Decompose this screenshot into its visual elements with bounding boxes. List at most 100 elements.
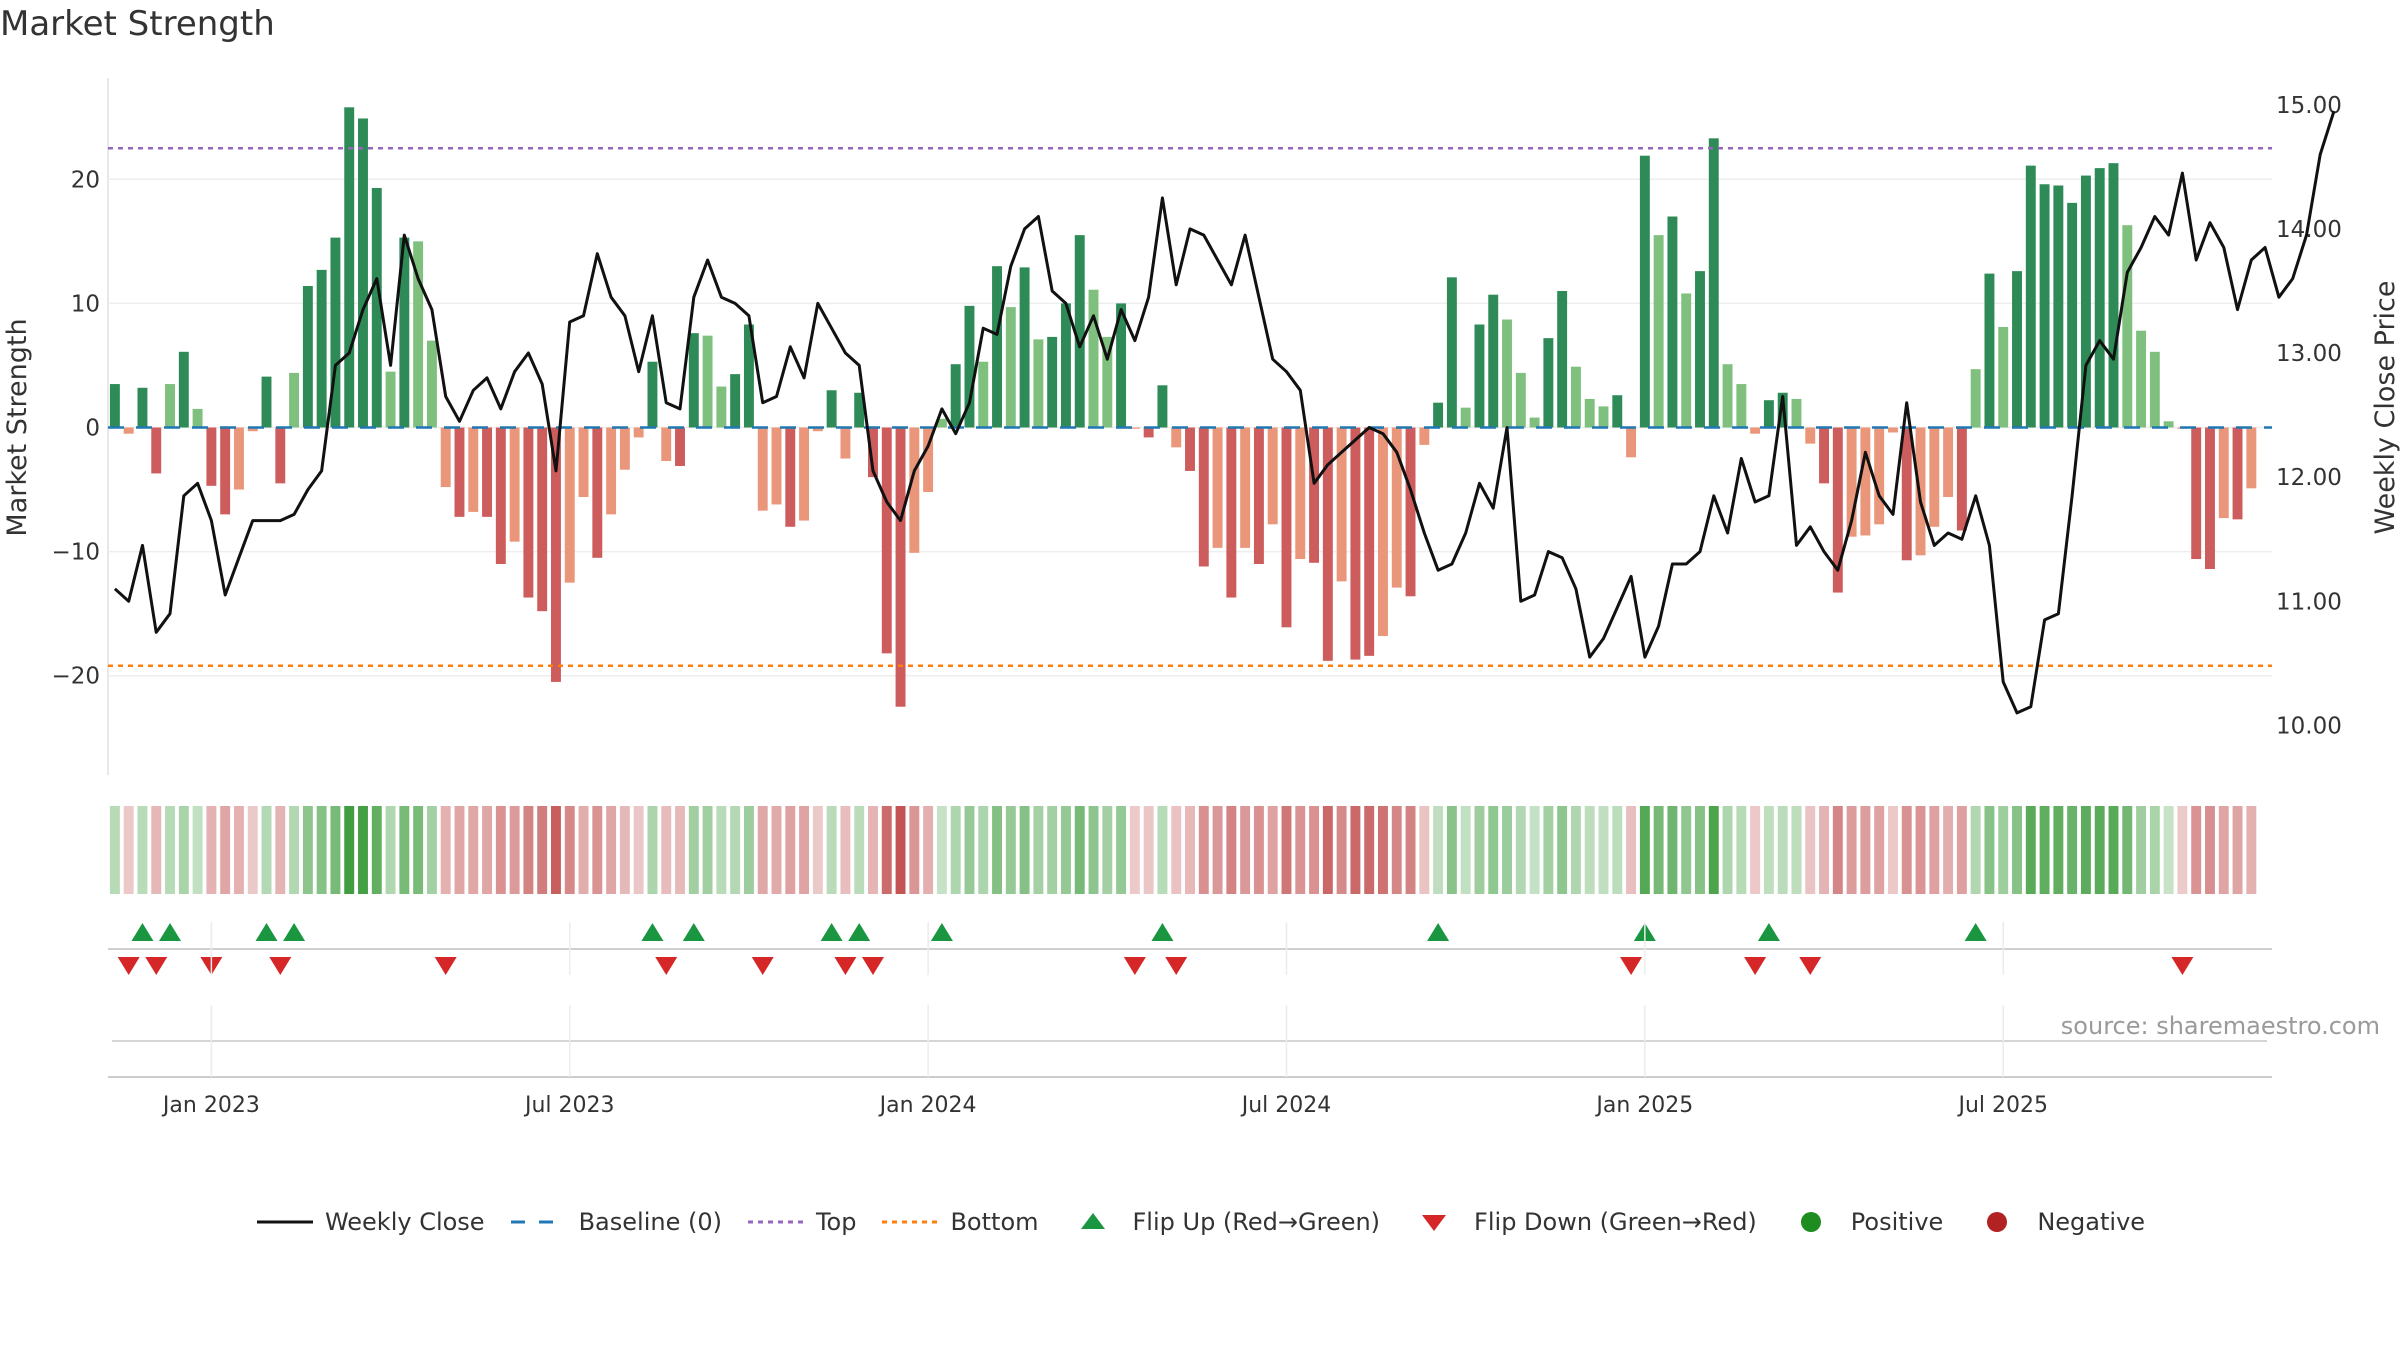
strength-bar xyxy=(592,427,603,558)
flip-down-marker xyxy=(751,957,774,975)
strength-bar xyxy=(1047,336,1058,428)
strength-bar xyxy=(1887,427,1898,433)
heat-strip-cell xyxy=(1763,806,1774,894)
heat-strip-cell xyxy=(2136,806,2147,894)
strength-bar xyxy=(1240,427,1251,548)
strength-bar xyxy=(2039,184,2050,428)
flip-down-marker xyxy=(269,957,292,975)
strength-bar xyxy=(1171,427,1182,448)
strength-bar xyxy=(1846,427,1857,537)
heat-strip-cell xyxy=(137,806,148,894)
strength-bar xyxy=(1253,427,1264,565)
legend-label: Weekly Close xyxy=(324,1208,485,1236)
heat-strip-cell xyxy=(1750,806,1761,894)
heat-strip-cell xyxy=(247,806,258,894)
strength-bar xyxy=(1446,277,1457,428)
legend-item-negative: Negative xyxy=(1967,1208,2145,1236)
heat-strip-cell xyxy=(1695,806,1705,894)
strength-bar xyxy=(192,408,203,428)
heat-strip-cell xyxy=(923,806,934,894)
heat-strip-cell xyxy=(550,806,561,894)
strength-bar xyxy=(1750,427,1761,434)
strength-bar xyxy=(1433,402,1444,428)
heat-strip-cell xyxy=(1998,806,2009,894)
heat-strip-cell xyxy=(1116,806,1127,894)
heat-strip-cell xyxy=(1722,806,1733,894)
flip-up-marker xyxy=(255,923,278,941)
heat-strip-cell xyxy=(812,806,823,894)
right-tick-label: 11.00 xyxy=(2276,589,2342,615)
strength-bar xyxy=(1639,155,1650,428)
strength-bar xyxy=(1060,303,1071,428)
heat-strip-cell xyxy=(178,806,189,894)
flip-up-marker xyxy=(159,923,182,941)
heat-strip-cell xyxy=(799,806,810,894)
heat-strip-cell xyxy=(1060,806,1071,894)
legend-item-top: Top xyxy=(746,1208,856,1236)
heat-strip-cell xyxy=(647,806,658,894)
heat-strip-cell xyxy=(1736,806,1747,894)
heat-strip-cell xyxy=(1653,806,1664,894)
heat-strip-cell xyxy=(1033,806,1044,894)
strength-bar xyxy=(109,384,120,428)
heat-strip-cell xyxy=(1157,806,1168,894)
strength-bar xyxy=(2205,427,2215,569)
legend-item-positive: Positive xyxy=(1781,1208,1943,1236)
heat-strip-cell xyxy=(1240,806,1251,894)
strength-bar xyxy=(165,384,175,428)
strength-bar xyxy=(371,187,382,428)
heat-strip-cell xyxy=(1970,806,1981,894)
heat-strip-cell xyxy=(2039,806,2050,894)
strength-bar xyxy=(785,427,796,527)
left-tick-label: −20 xyxy=(51,664,100,690)
strength-bar xyxy=(1198,427,1209,567)
heat-strip-cell xyxy=(206,806,217,894)
heat-strip-cell xyxy=(1832,806,1843,894)
strength-bar xyxy=(1832,427,1843,593)
heat-strip-cell xyxy=(2232,806,2243,894)
heat-strip-cell xyxy=(1281,806,1292,894)
heat-strip-cell xyxy=(1819,806,1830,894)
strength-bar xyxy=(1805,427,1816,444)
heat-strip-cell xyxy=(1929,806,1940,894)
strength-bar xyxy=(881,427,892,654)
heat-strip-cell xyxy=(1791,806,1802,894)
flip-up-marker xyxy=(930,923,953,941)
strength-bar xyxy=(1157,385,1168,428)
heat-strip-cell xyxy=(385,806,396,894)
heat-strip-cell xyxy=(1915,806,1926,894)
legend-label: Flip Down (Green→Red) xyxy=(1474,1208,1757,1236)
legend-item-line: Weekly Close xyxy=(255,1208,485,1236)
heat-strip-cell xyxy=(1074,806,1085,894)
strength-bar xyxy=(344,107,355,428)
strength-bar xyxy=(564,427,575,583)
strength-bar xyxy=(1212,427,1223,548)
strength-bar xyxy=(275,427,286,484)
heat-strip-cell xyxy=(730,806,741,894)
strength-bar xyxy=(1074,235,1085,428)
heat-strip-cell xyxy=(757,806,768,894)
heat-strip-cell xyxy=(1515,806,1526,894)
heat-strip-cell xyxy=(1570,806,1581,894)
flip-down-marker xyxy=(1620,957,1643,975)
strength-bar xyxy=(978,361,989,428)
heat-strip-cell xyxy=(1253,806,1264,894)
strength-bar xyxy=(1474,324,1485,428)
heat-strip-cell xyxy=(1612,806,1623,894)
heat-strip-cell xyxy=(1322,806,1333,894)
strength-bar xyxy=(358,118,368,428)
heat-strip-cell xyxy=(840,806,851,894)
heat-strip-cell xyxy=(1433,806,1444,894)
strength-bar xyxy=(1116,303,1127,428)
flip-down-marker xyxy=(2171,957,2194,975)
heat-strip-cell xyxy=(1171,806,1182,894)
legend-marker xyxy=(1987,1212,2008,1232)
flip-down-marker xyxy=(145,957,168,975)
strength-bar xyxy=(1419,427,1430,445)
strength-bar xyxy=(950,364,961,428)
strength-bar xyxy=(1336,427,1347,582)
strength-bar xyxy=(2163,421,2174,428)
strength-bar xyxy=(619,427,630,470)
heat-strip-cell xyxy=(2080,806,2091,894)
chart-title: Market Strength xyxy=(0,4,275,44)
